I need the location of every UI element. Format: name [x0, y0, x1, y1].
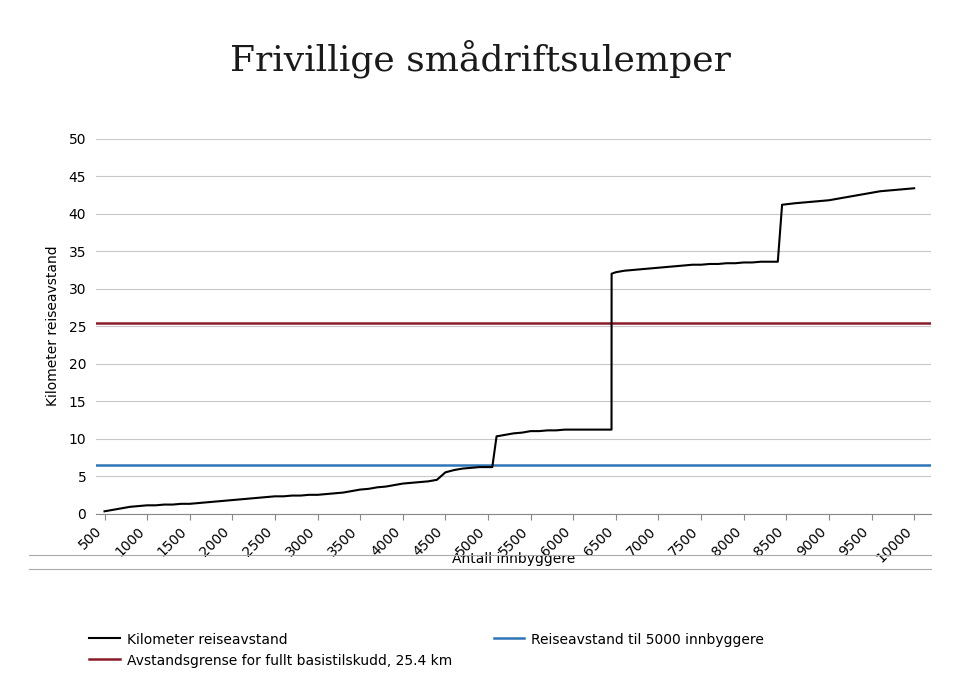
Reiseavstand til 5000 innbyggere	[56, 461, 67, 469]
Text: Frivillige smådriftsulemper: Frivillige smådriftsulemper	[229, 39, 731, 78]
Y-axis label: Kilometer reiseavstand: Kilometer reiseavstand	[46, 246, 60, 407]
Reiseavstand til 5000 innbyggere	[57, 461, 68, 469]
Kilometer reiseavstand	[593, 425, 605, 434]
Text: Antall innbyggere: Antall innbyggere	[452, 552, 575, 566]
Avstandsgrense for fullt basistilskudd, 25.4 km	[56, 319, 67, 328]
Kilometer reiseavstand	[840, 193, 852, 201]
Line: Kilometer reiseavstand: Kilometer reiseavstand	[105, 188, 914, 511]
Kilometer reiseavstand	[525, 427, 537, 435]
Kilometer reiseavstand	[908, 184, 920, 192]
Kilometer reiseavstand	[295, 491, 306, 500]
Legend: Kilometer reiseavstand, Avstandsgrense for fullt basistilskudd, 25.4 km, Reiseav: Kilometer reiseavstand, Avstandsgrense f…	[84, 627, 770, 673]
Avstandsgrense for fullt basistilskudd, 25.4 km	[57, 319, 68, 328]
Kilometer reiseavstand	[99, 507, 110, 516]
Kilometer reiseavstand	[866, 189, 877, 197]
Kilometer reiseavstand	[261, 493, 273, 501]
